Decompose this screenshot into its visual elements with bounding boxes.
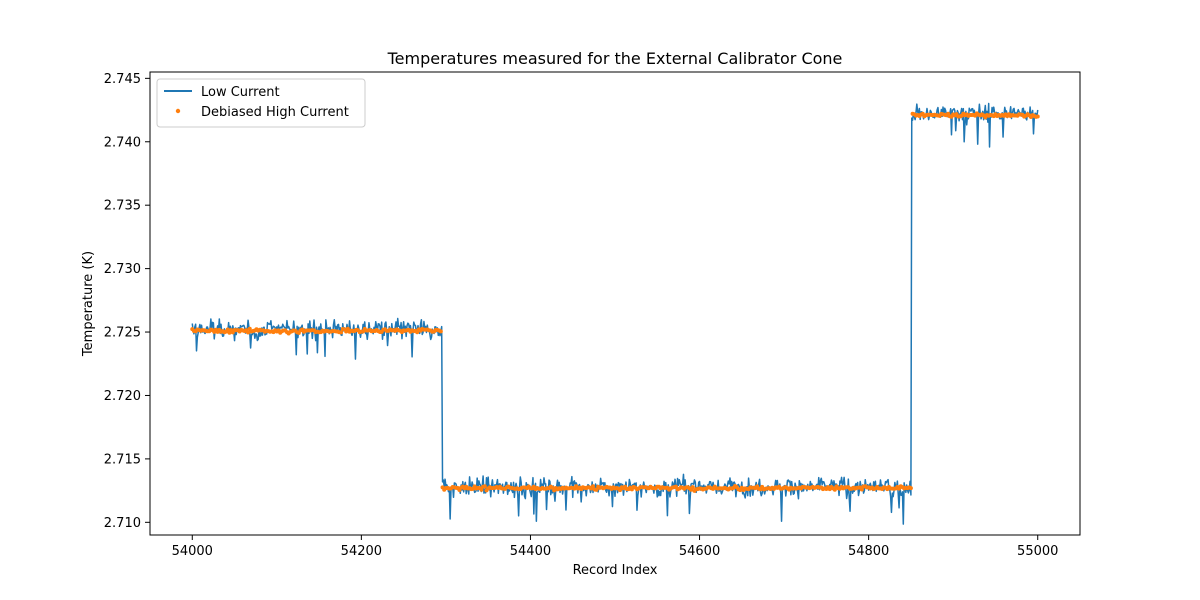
x-tick-label: 54400 <box>510 544 551 559</box>
debiased-high-current-point <box>594 487 599 492</box>
y-tick-label: 2.730 <box>104 262 141 277</box>
legend-box <box>156 78 366 128</box>
y-tick-label: 2.725 <box>104 326 141 341</box>
legend-dot-swatch <box>175 108 181 114</box>
x-tick-label: 55000 <box>1017 544 1058 559</box>
debiased-high-current-point <box>618 488 623 493</box>
debiased-high-current-point <box>482 484 487 489</box>
y-tick-label: 2.715 <box>104 452 141 467</box>
debiased-high-current-point <box>479 487 484 492</box>
debiased-high-current-point <box>859 487 864 492</box>
debiased-high-current-point <box>225 327 230 332</box>
y-tick-label: 2.720 <box>104 389 141 404</box>
debiased-high-current-point <box>832 487 837 492</box>
x-axis-label: Record Index <box>573 563 658 578</box>
debiased-high-current-point <box>908 486 913 491</box>
y-axis: 2.710 2.715 2.720 2.725 2.730 2.735 2.740 2.745 <box>104 72 150 531</box>
x-axis: 54000 54200 54400 54600 54800 55000 <box>172 535 1058 559</box>
x-tick-label: 54200 <box>341 544 382 559</box>
y-tick-label: 2.710 <box>104 516 141 531</box>
debiased-high-current-point <box>246 330 251 335</box>
y-tick-label: 2.735 <box>104 199 141 214</box>
debiased-high-current-point <box>438 329 443 334</box>
debiased-high-current-point <box>591 484 596 489</box>
plot-series <box>190 102 1040 525</box>
y-tick-label: 2.740 <box>104 135 141 150</box>
x-tick-label: 54600 <box>679 544 720 559</box>
chart-title: Temperatures measured for the External C… <box>387 49 843 68</box>
debiased-high-current-point <box>690 485 695 490</box>
legend-label-low-current: Low Current <box>201 85 280 100</box>
legend-label-debiased-high-current: Debiased High Current <box>201 105 349 120</box>
x-tick-label: 54800 <box>848 544 889 559</box>
debiased-high-current-point <box>345 326 350 331</box>
y-tick-label: 2.745 <box>104 72 141 87</box>
x-tick-label: 54000 <box>172 544 213 559</box>
debiased-high-current-point <box>339 330 344 335</box>
legend: Low Current Debiased High Current <box>156 78 366 128</box>
y-axis-label: Temperature (K) <box>81 251 96 357</box>
plot-frame <box>149 71 1081 536</box>
debiased-high-current-point <box>1035 114 1040 119</box>
